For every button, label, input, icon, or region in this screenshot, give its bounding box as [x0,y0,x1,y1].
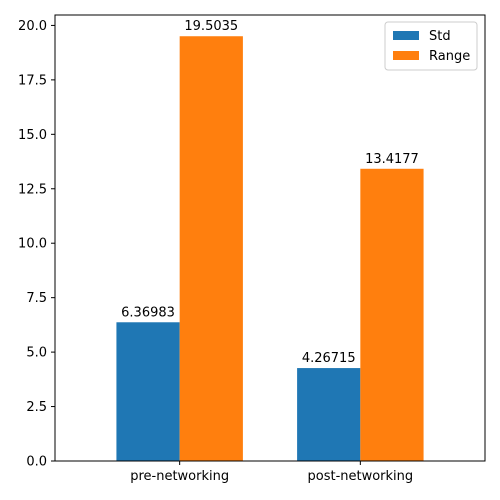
y-tick-label-1: 2.5 [26,400,47,415]
plot-frame [54,14,486,462]
x-tick-label-0: pre-networking [130,469,229,484]
legend-swatch-std [393,31,419,40]
y-axis: 0.0 2.5 5.0 7.5 10.0 12.5 15.0 17.5 20.0 [18,19,55,470]
data-label-range-1: 13.4177 [365,152,419,167]
legend: Std Range [384,21,478,71]
y-tick-label-7: 17.5 [18,73,47,88]
data-labels-layer: 6.36983 19.5035 4.26715 13.4177 [121,19,419,366]
bar-range-0 [179,36,243,461]
x-tick-label-1: post-networking [308,469,414,484]
x-axis: pre-networking post-networking [130,461,413,484]
y-tick-label-4: 10.0 [18,237,47,252]
bar-std-1 [297,368,361,461]
data-label-std-0: 6.36983 [121,305,175,320]
legend-label-range: Range [429,49,470,64]
y-tick-label-3: 7.5 [26,291,47,306]
legend-swatch-range [393,51,419,60]
y-tick-label-2: 5.0 [26,346,47,361]
data-label-range-0: 19.5035 [184,19,238,34]
bar-range-1 [360,168,424,461]
y-tick-label-5: 12.5 [18,182,47,197]
y-tick-label-0: 0.0 [26,455,47,470]
y-tick-label-6: 15.0 [18,128,47,143]
data-label-std-1: 4.26715 [302,351,356,366]
bar-std-0 [116,322,180,461]
legend-label-std: Std [429,29,451,44]
bars-layer [116,36,424,461]
y-tick-label-8: 20.0 [18,19,47,34]
